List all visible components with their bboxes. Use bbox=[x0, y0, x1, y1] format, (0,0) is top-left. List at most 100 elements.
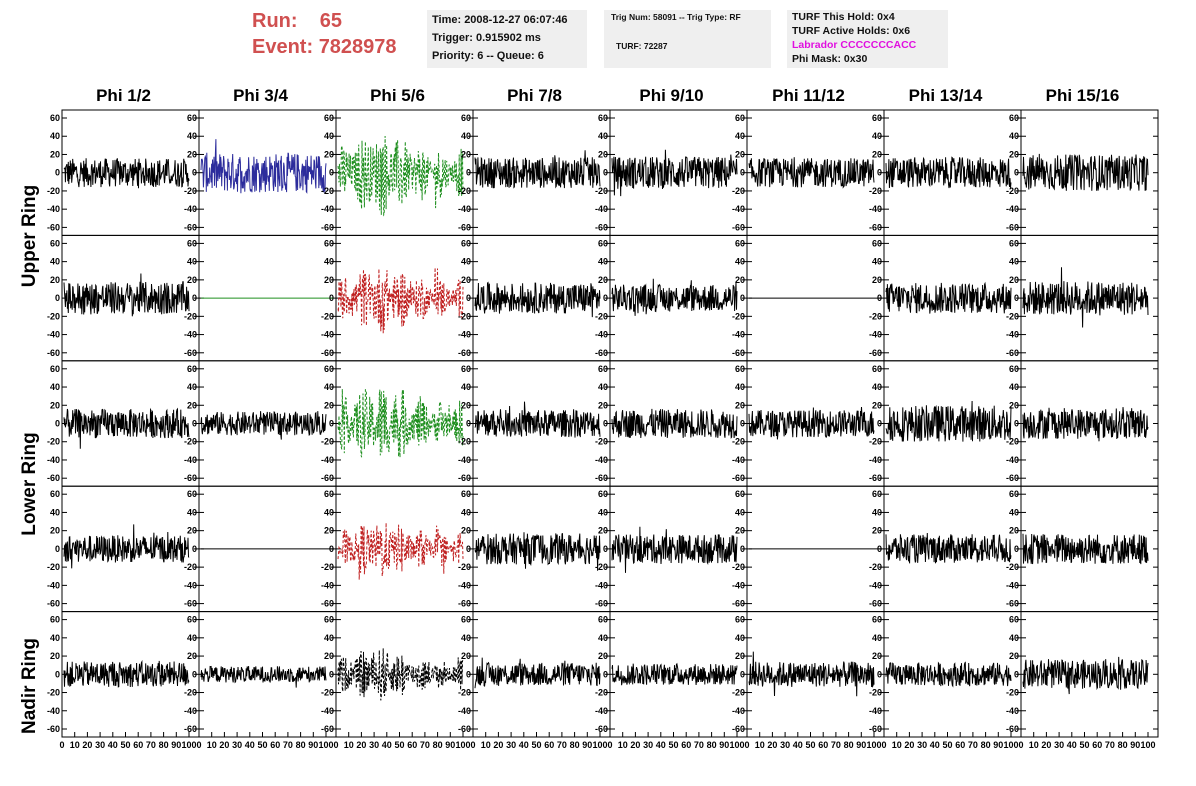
xtick-label: 10 bbox=[892, 740, 902, 750]
ytick-label: -20 bbox=[869, 186, 882, 196]
xtick-label: 40 bbox=[245, 740, 255, 750]
ytick-label: 20 bbox=[324, 651, 334, 661]
xtick-label: 70 bbox=[831, 740, 841, 750]
ytick-label: 0 bbox=[603, 293, 608, 303]
column-header-phi-9-10: Phi 9/10 bbox=[639, 86, 704, 105]
ytick-label: 40 bbox=[324, 257, 334, 267]
waveform-trace bbox=[611, 662, 738, 686]
ytick-label: 0 bbox=[877, 293, 882, 303]
ytick-label: 0 bbox=[192, 419, 197, 429]
panel-r2-c5: -60 -40 -20 0 20 40 60 bbox=[732, 360, 885, 487]
ytick-label: 0 bbox=[192, 669, 197, 679]
ytick-label: -60 bbox=[1006, 724, 1019, 734]
ytick-label: -40 bbox=[184, 330, 197, 340]
ytick-label: 40 bbox=[461, 633, 471, 643]
ytick-label: 0 bbox=[740, 669, 745, 679]
xtick-label: 30 bbox=[643, 740, 653, 750]
ytick-label: -60 bbox=[595, 348, 608, 358]
ytick-label: -40 bbox=[595, 706, 608, 716]
panel-r4-c3: -60 -40 -20 0 20 40 60 bbox=[458, 611, 611, 738]
ytick-label: 40 bbox=[1009, 507, 1019, 517]
panel-r4-c0: -60 -40 -20 0 20 40 60 bbox=[47, 611, 200, 738]
waveform-trace bbox=[748, 406, 875, 440]
waveform-trace bbox=[885, 532, 1012, 564]
ytick-label: 60 bbox=[735, 238, 745, 248]
xtick-label: 100 bbox=[866, 740, 881, 750]
ytick-label: 20 bbox=[324, 400, 334, 410]
ytick-label: -40 bbox=[595, 204, 608, 214]
ytick-label: -20 bbox=[47, 311, 60, 321]
ytick-label: -20 bbox=[732, 437, 745, 447]
ytick-label: 60 bbox=[735, 364, 745, 374]
ytick-label: 40 bbox=[735, 382, 745, 392]
ytick-label: 20 bbox=[735, 149, 745, 159]
ytick-label: -40 bbox=[732, 455, 745, 465]
waveform-trace bbox=[611, 149, 738, 197]
ytick-label: -20 bbox=[1006, 688, 1019, 698]
waveform-trace bbox=[337, 522, 464, 580]
ytick-label: 20 bbox=[872, 651, 882, 661]
ytick-label: 60 bbox=[872, 238, 882, 248]
event-value: 7828978 bbox=[318, 36, 397, 58]
ytick-label: 60 bbox=[50, 615, 60, 625]
ytick-label: -40 bbox=[732, 580, 745, 590]
ytick-label: 40 bbox=[735, 131, 745, 141]
ytick-label: -20 bbox=[595, 311, 608, 321]
xtick-label: 50 bbox=[942, 740, 952, 750]
ytick-label: 40 bbox=[872, 257, 882, 267]
ytick-label: -20 bbox=[458, 688, 471, 698]
xtick-label: 70 bbox=[420, 740, 430, 750]
column-header-phi-3-4: Phi 3/4 bbox=[233, 86, 288, 105]
xtick-label: 100 bbox=[181, 740, 196, 750]
ytick-label: -60 bbox=[47, 348, 60, 358]
xtick-label: 100 bbox=[1140, 740, 1155, 750]
waveform-trace bbox=[885, 156, 1012, 189]
ytick-label: 0 bbox=[877, 669, 882, 679]
xtick-label: 100 bbox=[592, 740, 607, 750]
xtick-label: 10 bbox=[755, 740, 765, 750]
xtick-label: 70 bbox=[968, 740, 978, 750]
xtick-label: 40 bbox=[656, 740, 666, 750]
ytick-label: 40 bbox=[872, 382, 882, 392]
ytick-label: 60 bbox=[50, 364, 60, 374]
column-header-phi-15-16: Phi 15/16 bbox=[1045, 86, 1120, 105]
trigger-info-box: Trig Num: 58091 -- Trig Type: RF TURF: 7… bbox=[604, 10, 771, 68]
ytick-label: 0 bbox=[55, 293, 60, 303]
run-event-box: Run: 65 Event: 7828978 bbox=[252, 8, 397, 60]
ytick-label: -20 bbox=[321, 437, 334, 447]
waveform-trace bbox=[611, 278, 738, 316]
ytick-label: 0 bbox=[1014, 669, 1019, 679]
ytick-label: -60 bbox=[321, 724, 334, 734]
ytick-label: -60 bbox=[869, 348, 882, 358]
waveform-trace bbox=[337, 135, 464, 217]
ytick-label: -60 bbox=[1006, 222, 1019, 232]
xtick-label: 40 bbox=[382, 740, 392, 750]
ytick-label: -40 bbox=[458, 455, 471, 465]
ytick-label: 0 bbox=[329, 168, 334, 178]
ytick-label: 20 bbox=[50, 651, 60, 661]
panel-r4-c2: -60 -40 -20 0 20 40 60 bbox=[321, 611, 474, 738]
ytick-label: 40 bbox=[461, 382, 471, 392]
ytick-label: 0 bbox=[55, 168, 60, 178]
xtick-label: 30 bbox=[232, 740, 242, 750]
ytick-label: 0 bbox=[740, 419, 745, 429]
ytick-label: -40 bbox=[47, 204, 60, 214]
panel-r1-c6: -60 -40 -20 0 20 40 60 bbox=[869, 234, 1022, 362]
xtick-label: 70 bbox=[283, 740, 293, 750]
ytick-label: 20 bbox=[324, 275, 334, 285]
ytick-label: -60 bbox=[595, 473, 608, 483]
xtick-label: 0 bbox=[744, 740, 749, 750]
panel-r2-c6: -60 -40 -20 0 20 40 60 bbox=[869, 360, 1022, 487]
ytick-label: -20 bbox=[732, 562, 745, 572]
xtick-label: 60 bbox=[270, 740, 280, 750]
ytick-label: 60 bbox=[50, 113, 60, 123]
column-header-phi-13-14: Phi 13/14 bbox=[908, 86, 983, 105]
ytick-label: -20 bbox=[1006, 437, 1019, 447]
ytick-label: 60 bbox=[735, 113, 745, 123]
ytick-label: 60 bbox=[598, 364, 608, 374]
ytick-label: -20 bbox=[1006, 562, 1019, 572]
panel-r2-c1: -60 -40 -20 0 20 40 60 bbox=[184, 360, 337, 487]
waveform-trace bbox=[63, 407, 190, 449]
xtick-label: 90 bbox=[856, 740, 866, 750]
ytick-label: 40 bbox=[735, 257, 745, 267]
